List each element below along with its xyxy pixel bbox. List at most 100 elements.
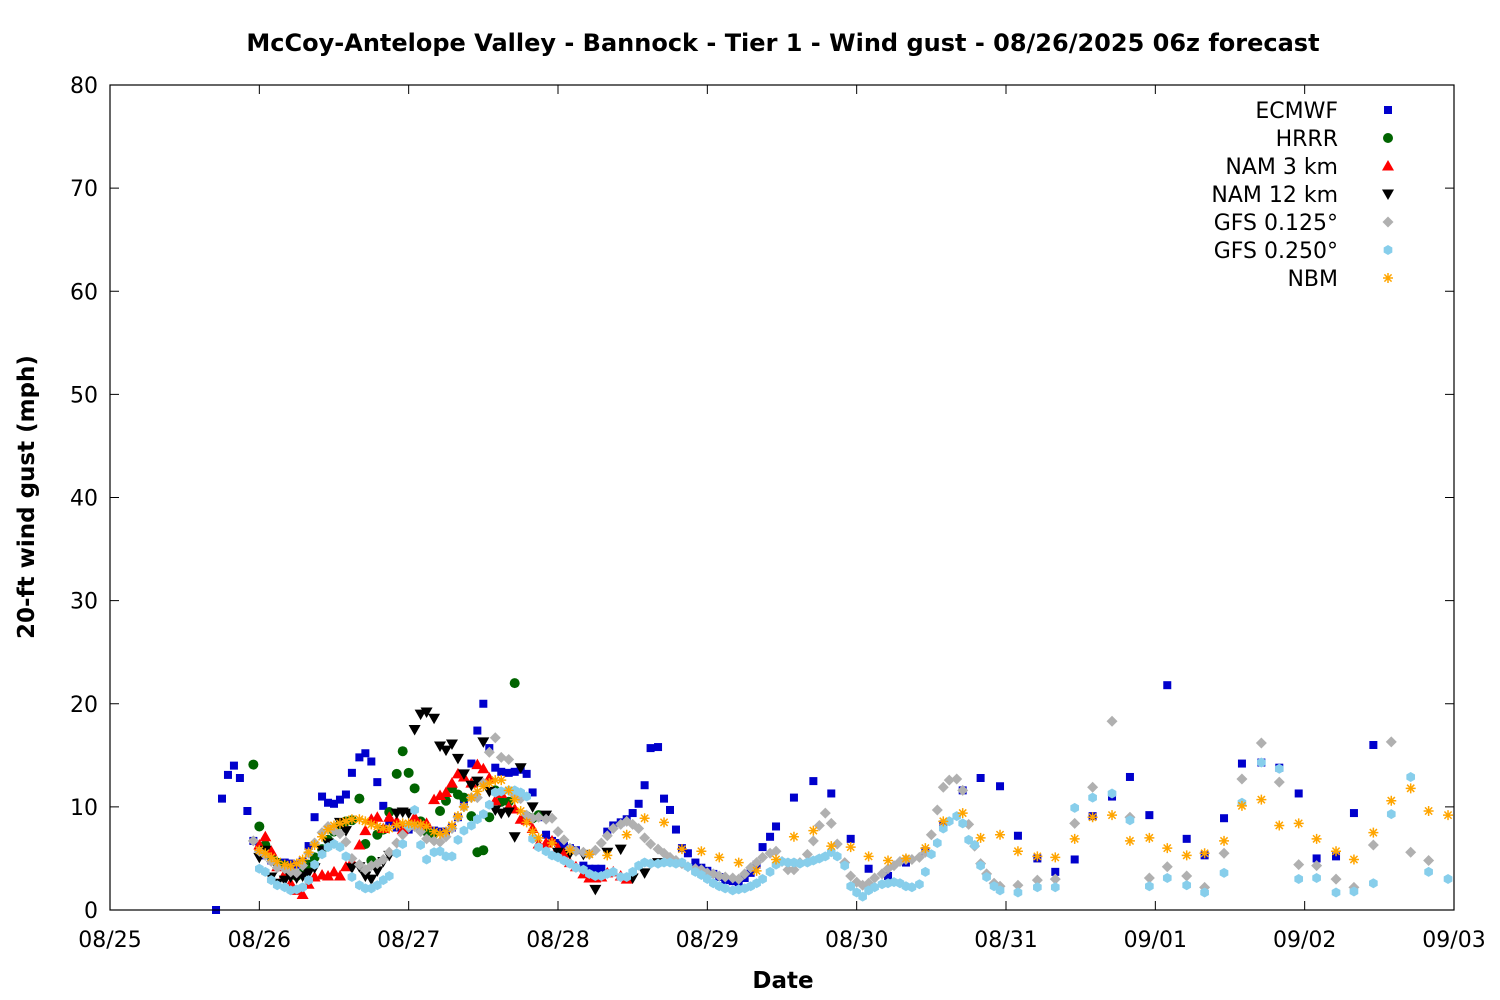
data-point-nbm <box>938 816 949 827</box>
legend-marker-nam-12-km <box>1382 189 1394 200</box>
data-point-nbm <box>317 831 328 842</box>
data-point-nbm <box>303 847 314 858</box>
data-point-ecmwf <box>341 790 350 799</box>
data-point-nbm <box>458 801 469 812</box>
data-point-nbm <box>272 856 283 867</box>
data-point-nam-12-km <box>477 737 490 748</box>
legend-label-nbm: NBM <box>1287 267 1338 292</box>
data-point-nam-12-km <box>495 808 508 820</box>
data-point-nbm <box>384 823 395 834</box>
data-point-nbm <box>1012 846 1023 857</box>
data-point-ecmwf <box>218 794 226 803</box>
data-point-ecmwf <box>1312 854 1321 863</box>
data-point-nbm <box>1331 846 1342 857</box>
data-point-gfs-0-125 <box>353 859 365 871</box>
data-point-ecmwf <box>827 789 836 798</box>
data-point-ecmwf <box>691 858 700 867</box>
data-point-gfs-0-125 <box>1031 874 1043 886</box>
data-point-nbm <box>995 829 1006 840</box>
data-point-nbm <box>366 819 377 830</box>
data-point-nbm <box>391 820 402 831</box>
data-point-nbm <box>403 818 414 829</box>
data-point-gfs-0-125 <box>719 871 731 883</box>
x-tick-label: 09/01 <box>1124 928 1187 953</box>
data-point-nbm <box>515 806 526 816</box>
y-tick-label: 50 <box>70 383 98 408</box>
data-point-gfs-0-125 <box>801 848 813 860</box>
data-point-gfs-0-125 <box>876 868 888 880</box>
data-point-ecmwf <box>1145 811 1154 820</box>
legend-marker-ecmwf <box>1384 106 1392 114</box>
data-point-gfs-0-250 <box>1088 792 1097 803</box>
data-point-ecmwf <box>467 759 476 768</box>
legend-label-nam-3-km: NAM 3 km <box>1225 155 1338 180</box>
data-point-gfs-0-250 <box>1312 873 1321 884</box>
data-point-gfs-0-250 <box>958 818 968 829</box>
data-point-nam-3-km <box>408 811 421 822</box>
data-point-gfs-0-125 <box>1143 872 1155 884</box>
data-point-nam-3-km <box>259 830 272 842</box>
data-point-ecmwf <box>1349 809 1358 818</box>
data-point-gfs-0-125 <box>1161 861 1173 873</box>
data-point-nbm <box>309 840 320 851</box>
data-point-gfs-0-250 <box>341 851 351 862</box>
data-point-gfs-0-250 <box>1033 882 1042 893</box>
data-point-nbm <box>883 855 894 866</box>
data-point-gfs-0-125 <box>503 753 515 765</box>
legend-marker-gfs-0-250 <box>1383 245 1393 255</box>
x-tick-label: 08/29 <box>676 928 739 953</box>
data-point-nam-12-km <box>302 868 315 879</box>
data-point-nam-3-km <box>434 789 447 801</box>
data-point-gfs-0-250 <box>453 834 463 845</box>
data-point-nbm <box>547 837 558 848</box>
data-point-gfs-0-250 <box>304 875 313 886</box>
data-point-gfs-0-250 <box>1107 788 1117 799</box>
data-point-ecmwf <box>884 871 893 880</box>
data-point-nam-12-km <box>508 832 521 843</box>
data-point-hrrr <box>409 783 420 794</box>
data-point-ecmwf <box>504 768 513 777</box>
data-point-gfs-0-250 <box>1162 873 1172 884</box>
data-point-gfs-0-125 <box>788 864 800 876</box>
data-point-gfs-0-125 <box>757 851 769 863</box>
chart-legend: ECMWF HRRR NAM 3 km NAM 12 km GFS 0.125° GFS … <box>1211 99 1394 292</box>
data-point-nbm <box>372 821 383 832</box>
data-point-gfs-0-125 <box>913 851 925 863</box>
data-point-hrrr <box>458 792 469 803</box>
data-point-nam-12-km <box>440 745 452 757</box>
data-point-nbm <box>496 775 507 786</box>
data-point-nbm <box>584 849 595 860</box>
data-point-nbm <box>421 821 432 832</box>
data-point-hrrr <box>354 793 365 804</box>
data-point-gfs-0-250 <box>272 880 282 891</box>
data-point-nbm <box>659 817 670 828</box>
x-tick-label: 09/02 <box>1273 928 1336 953</box>
data-point-gfs-0-250 <box>571 862 581 873</box>
data-point-nam-12-km <box>465 780 478 792</box>
data-point-gfs-0-125 <box>739 868 751 880</box>
data-point-hrrr <box>509 678 520 689</box>
y-tick-label: 80 <box>70 74 98 99</box>
data-point-nbm <box>409 819 420 830</box>
data-point-nam-12-km <box>457 769 470 780</box>
data-point-nbm <box>1144 832 1155 843</box>
data-point-hrrr <box>478 845 489 856</box>
x-tick-label: 08/31 <box>974 928 1037 953</box>
data-point-gfs-0-250 <box>1182 880 1192 891</box>
data-point-gfs-0-250 <box>765 866 775 877</box>
data-point-ecmwf <box>1237 759 1246 768</box>
y-tick-label: 0 <box>84 899 98 924</box>
data-point-gfs-0-125 <box>645 838 657 850</box>
data-point-nbm <box>900 853 911 864</box>
data-point-ecmwf <box>304 842 313 851</box>
data-point-ecmwf <box>1163 681 1172 690</box>
data-point-ecmwf <box>355 753 364 762</box>
data-point-ecmwf <box>491 763 500 772</box>
data-point-ecmwf <box>597 864 606 873</box>
data-point-nbm <box>845 842 856 853</box>
data-point-nam-12-km <box>471 776 484 788</box>
data-point-gfs-0-125 <box>1069 817 1081 829</box>
data-point-ecmwf <box>373 778 382 787</box>
data-point-gfs-0-250 <box>995 885 1005 896</box>
